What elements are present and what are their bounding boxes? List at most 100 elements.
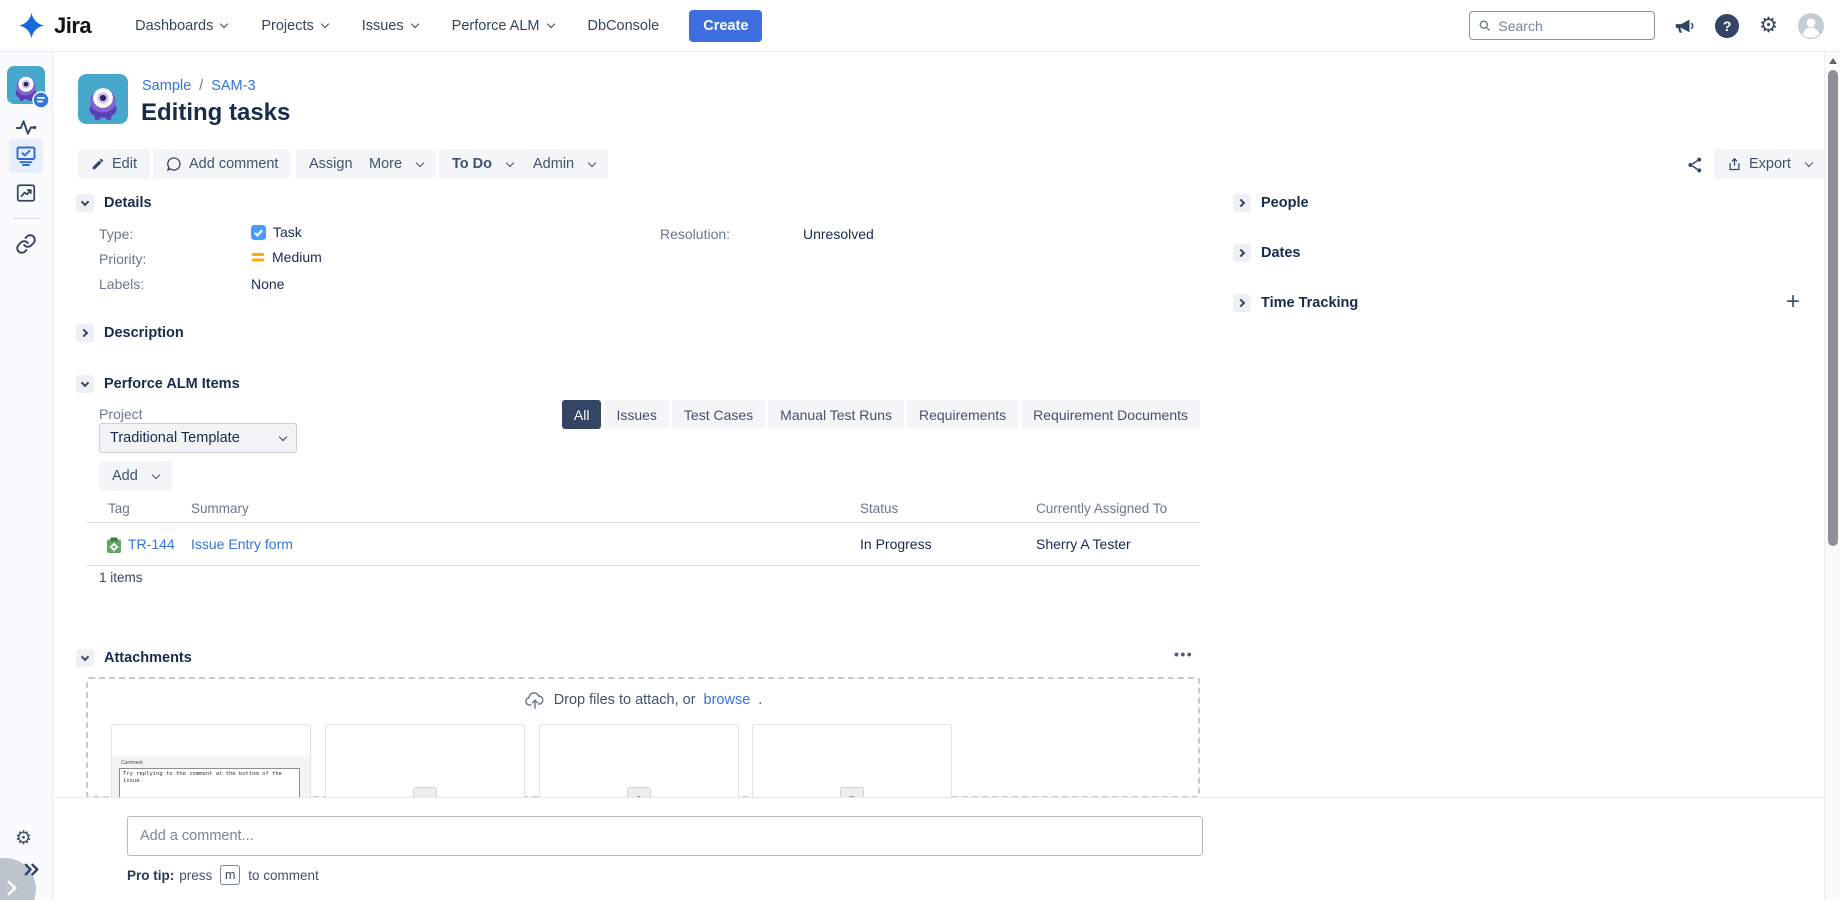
perforce-alm-header-label: Perforce ALM Items xyxy=(104,376,240,392)
details-header-label: Details xyxy=(104,195,152,211)
people-header-label: People xyxy=(1261,195,1309,211)
board-check-icon xyxy=(14,144,38,168)
tab-manual-test-runs[interactable]: Manual Test Runs xyxy=(768,400,904,429)
link-icon[interactable] xyxy=(15,233,37,255)
priority-label: Priority: xyxy=(99,251,146,267)
settings-gear-icon[interactable]: ⚙ xyxy=(1759,15,1778,36)
type-value: Task xyxy=(251,224,302,240)
add-comment-input[interactable] xyxy=(127,816,1203,856)
sidebar-divider xyxy=(13,218,40,219)
share-icon xyxy=(1685,155,1705,175)
alm-filter-tabs: All Issues Test Cases Manual Test Runs R… xyxy=(562,400,1200,429)
resolution-label: Resolution: xyxy=(660,226,730,242)
collapse-chevron-icon[interactable] xyxy=(76,194,94,212)
cloud-upload-icon xyxy=(524,690,546,710)
help-icon[interactable]: ? xyxy=(1715,14,1739,38)
chevron-down-icon xyxy=(546,20,554,28)
nav-projects[interactable]: Projects xyxy=(261,18,327,34)
attachments-header-label: Attachments xyxy=(104,650,192,666)
collapse-chevron-icon[interactable] xyxy=(76,649,94,667)
priority-medium-icon xyxy=(251,251,265,263)
activity-pulse-icon[interactable] xyxy=(15,116,38,139)
nav-issues-label: Issues xyxy=(362,18,404,34)
admin-button[interactable]: Admin xyxy=(520,149,608,179)
perforce-alm-section-header: Perforce ALM Items xyxy=(76,375,240,393)
table-row-summary-link[interactable]: Issue Entry form xyxy=(191,536,293,552)
comment-footer: Pro tip: press m to comment xyxy=(53,797,1824,900)
labels-label: Labels: xyxy=(99,276,144,292)
nav-issues[interactable]: Issues xyxy=(362,18,418,34)
avatar-badge-icon xyxy=(32,91,50,109)
alm-project-select[interactable]: Traditional Template xyxy=(99,423,297,453)
reports-chart-icon[interactable] xyxy=(15,182,37,204)
export-button[interactable]: Export xyxy=(1714,149,1825,179)
share-button[interactable] xyxy=(1680,152,1710,178)
add-time-tracking-button[interactable]: + xyxy=(1786,288,1800,316)
table-divider xyxy=(86,522,1200,523)
export-button-label: Export xyxy=(1749,156,1791,172)
pencil-icon xyxy=(91,157,105,171)
more-button-label: More xyxy=(369,156,402,172)
breadcrumb-project-link[interactable]: Sample xyxy=(142,78,191,94)
create-button[interactable]: Create xyxy=(689,10,762,42)
nav-dashboards[interactable]: Dashboards xyxy=(135,18,227,34)
type-label: Type: xyxy=(99,226,133,242)
search-box[interactable] xyxy=(1469,11,1655,40)
attachments-more-menu-icon[interactable]: ••• xyxy=(1174,646,1193,662)
top-nav: Jira Dashboards Projects Issues Perforce… xyxy=(0,0,1840,52)
status-todo-button[interactable]: To Do xyxy=(439,149,526,179)
expand-chevron-icon[interactable] xyxy=(1233,294,1251,312)
chevron-down-icon xyxy=(279,432,287,440)
issue-project-avatar[interactable] xyxy=(78,74,128,124)
chevron-down-icon xyxy=(506,158,514,166)
user-avatar[interactable] xyxy=(1798,13,1824,39)
breadcrumb-issue-link[interactable]: SAM-3 xyxy=(211,78,255,94)
tab-test-cases[interactable]: Test Cases xyxy=(672,400,765,429)
expand-sidebar-icon[interactable] xyxy=(23,862,42,877)
priority-value-text: Medium xyxy=(272,249,322,265)
edit-button[interactable]: Edit xyxy=(78,149,150,179)
edit-button-label: Edit xyxy=(112,156,137,172)
tab-requirement-documents[interactable]: Requirement Documents xyxy=(1021,400,1200,429)
jira-logo[interactable]: Jira xyxy=(18,12,91,39)
expand-chevron-icon[interactable] xyxy=(1233,194,1251,212)
project-avatar-icon xyxy=(78,74,128,124)
chevron-down-icon xyxy=(416,158,424,166)
project-avatar-small[interactable] xyxy=(7,66,45,104)
alm-add-button[interactable]: Add xyxy=(99,461,172,491)
table-row-tag-link[interactable]: TR-144 xyxy=(128,536,175,552)
vertical-scrollbar[interactable] xyxy=(1824,52,1840,900)
dropzone-hint: Drop files to attach, or browse. xyxy=(88,690,1198,710)
scrollbar-up-arrow-icon[interactable] xyxy=(1829,58,1837,64)
protip-press: press xyxy=(179,868,212,883)
scrollbar-thumb[interactable] xyxy=(1828,70,1838,546)
browse-link[interactable]: browse xyxy=(704,692,751,708)
add-comment-button[interactable]: Add comment xyxy=(153,149,291,179)
more-button[interactable]: More xyxy=(356,149,436,179)
tab-requirements[interactable]: Requirements xyxy=(907,400,1018,429)
sidebar-settings-gear-icon[interactable]: ⚙ xyxy=(15,829,32,848)
nav-dashboards-label: Dashboards xyxy=(135,18,213,34)
expand-chevron-icon[interactable] xyxy=(76,324,94,342)
collapse-chevron-icon[interactable] xyxy=(76,375,94,393)
table-items-count: 1 items xyxy=(99,570,143,585)
project-sidebar: ⚙ xyxy=(0,52,53,900)
alm-add-button-label: Add xyxy=(112,468,138,484)
jira-logo-text: Jira xyxy=(54,13,91,39)
table-row-status: In Progress xyxy=(860,536,932,552)
labels-value: None xyxy=(251,276,284,292)
protip-prefix: Pro tip: xyxy=(127,868,174,883)
time-tracking-section-header: Time Tracking xyxy=(1233,294,1358,312)
expand-chevron-icon[interactable] xyxy=(1233,244,1251,262)
comment-bubble-icon xyxy=(166,156,182,172)
tab-all[interactable]: All xyxy=(562,400,602,429)
tab-issues[interactable]: Issues xyxy=(604,400,668,429)
people-section-header: People xyxy=(1233,194,1309,212)
nav-dbconsole[interactable]: DbConsole xyxy=(588,18,660,34)
nav-perforce-alm[interactable]: Perforce ALM xyxy=(452,18,554,34)
sidebar-item-board-active[interactable] xyxy=(9,139,43,173)
protip-suffix: to comment xyxy=(248,868,319,883)
announcements-icon[interactable] xyxy=(1673,15,1695,37)
search-input[interactable] xyxy=(1498,18,1646,34)
dropzone-text: Drop files to attach, or xyxy=(554,692,696,708)
